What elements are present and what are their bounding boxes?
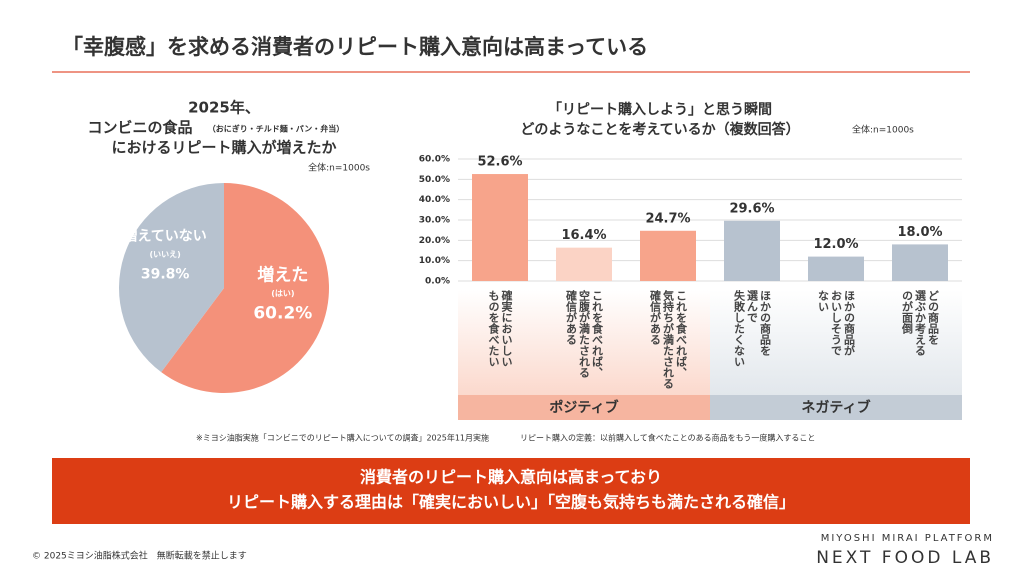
group-bg xyxy=(458,290,710,395)
banner xyxy=(52,458,970,524)
value-label: 29.6% xyxy=(729,201,774,216)
x-tick-label: どの商品を 選ぶか考える のが面倒 xyxy=(900,290,940,356)
chart-title: 「リピート購入しよう」と思う瞬間 xyxy=(548,101,772,118)
value-label: 18.0% xyxy=(897,225,942,240)
chart-title-aside: （おにぎり・チルド麺・パン・弁当） xyxy=(208,124,344,134)
chart-title: コンビニの食品 xyxy=(87,119,192,137)
brand: NEXT FOOD LAB xyxy=(816,548,994,568)
chart-note: 全体:n=1000s xyxy=(852,124,914,136)
bar xyxy=(892,244,948,281)
y-tick-label: 60.0% xyxy=(419,155,450,165)
pie-slice xyxy=(161,183,330,393)
y-tick-label: 50.0% xyxy=(419,175,450,185)
slice-sublabel: (はい) xyxy=(271,289,294,298)
y-tick-label: 10.0% xyxy=(419,256,450,266)
chart-note: 全体:n=1000s xyxy=(308,162,370,174)
value-label: 39.8% xyxy=(141,266,190,282)
bar xyxy=(472,174,528,281)
slice-sublabel: (いいえ) xyxy=(149,250,180,259)
y-tick-label: 20.0% xyxy=(419,236,450,246)
banner-text: 消費者のリピート購入意向は高まっており xyxy=(360,468,662,487)
value-label: 60.2% xyxy=(253,304,312,324)
bar xyxy=(808,256,864,281)
slice-label: 増えた xyxy=(257,265,308,286)
value-label: 16.4% xyxy=(561,228,606,243)
group-band xyxy=(458,395,710,420)
group-bg xyxy=(710,290,962,395)
bar xyxy=(640,230,696,281)
value-label: 52.6% xyxy=(477,155,522,170)
bar xyxy=(556,247,612,281)
y-tick-label: 0.0% xyxy=(425,277,450,287)
pie-slice xyxy=(119,183,224,373)
x-tick-label: ほかの商品が おいしそうで ない xyxy=(816,290,856,356)
x-tick-label: 確実においしい ものを食べたい xyxy=(487,290,513,367)
chart-title: におけるリピート購入が増えたか xyxy=(111,139,336,157)
brand-top: MIYOSHI MIRAI PLATFORM xyxy=(821,533,994,544)
slice-label: 増えていない xyxy=(123,227,206,244)
value-label: 24.7% xyxy=(645,211,690,226)
y-tick-label: 40.0% xyxy=(419,195,450,205)
bar xyxy=(724,220,780,281)
footnote: ※ミヨシ油脂実施「コンビニでのリピート購入についての調査」2025年11月実施 xyxy=(196,433,489,443)
group-band xyxy=(710,395,962,420)
footnote: リピート購入の定義：以前購入して食べたことのある商品をもう一度購入すること xyxy=(520,433,815,443)
chart-title: どのようなことを考えているか（複数回答） xyxy=(520,121,799,138)
banner-text: リピート購入する理由は「確実においしい」「空腹も気持ちも満たされる確信」 xyxy=(227,493,795,512)
chart-title: 2025年、 xyxy=(188,99,260,117)
copyright: © 2025ミヨシ油脂株式会社 無断転載を禁止します xyxy=(32,550,247,562)
slide-title: 「幸腹感」を求める消費者のリピート購入意向は高まっている xyxy=(62,35,648,59)
y-tick-label: 30.0% xyxy=(419,216,450,226)
x-tick-label: ほかの商品を 選んで 失敗したくない xyxy=(732,290,772,367)
group-label: ポジティブ xyxy=(549,399,618,416)
x-tick-label: これを食べれば、 気持ちが満たされる 確信がある xyxy=(648,290,688,389)
group-label: ネガティブ xyxy=(801,399,870,416)
value-label: 12.0% xyxy=(813,237,858,252)
x-tick-label: これを食べれば、 空腹が満たされる 確信がある xyxy=(564,290,604,378)
